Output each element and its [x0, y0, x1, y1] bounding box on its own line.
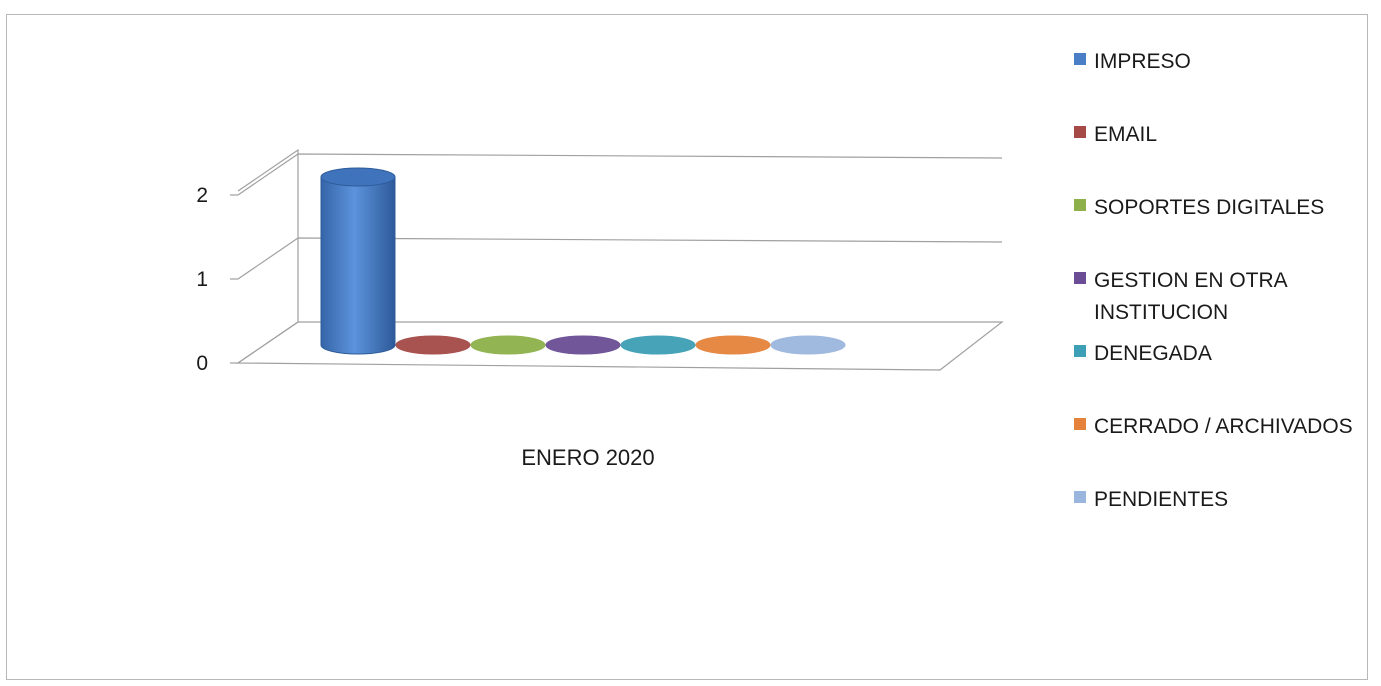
gridline	[237, 153, 1003, 196]
y-tick-label: 0	[196, 352, 208, 375]
legend-swatch	[1074, 53, 1086, 65]
x-axis-categories: ENERO 2020	[521, 445, 654, 470]
bar-denegada	[620, 335, 696, 355]
bar-cerrado-archivados	[695, 335, 771, 355]
bar-pendientes	[770, 335, 846, 355]
category-label: ENERO 2020	[521, 445, 654, 470]
legend-swatch	[1074, 345, 1086, 357]
legend-swatch	[1074, 199, 1086, 211]
bar-email	[395, 335, 471, 355]
bar-impreso	[320, 167, 396, 355]
legend-swatch	[1074, 418, 1086, 430]
gridlines	[237, 153, 1003, 280]
legend: IMPRESO EMAIL SOPORTES DIGITALES GESTION EN…	[1074, 50, 1353, 511]
legend-label: PENDIENTES	[1094, 488, 1228, 511]
legend-item: CERRADO / ARCHIVADOS	[1074, 415, 1353, 438]
legend-item: EMAIL	[1074, 123, 1157, 146]
floor	[236, 321, 1004, 371]
legend-label: DENEGADA	[1094, 342, 1212, 365]
legend-label: EMAIL	[1094, 123, 1157, 146]
legend-swatch	[1074, 491, 1086, 503]
legend-label: IMPRESO	[1094, 50, 1191, 73]
legend-swatch	[1074, 126, 1086, 138]
y-tick-label: 1	[196, 268, 208, 291]
legend-item: SOPORTES DIGITALES	[1074, 196, 1324, 219]
legend-label: GESTION EN OTRA INSTITUCION	[1094, 269, 1288, 324]
bar-soportes-digitales	[470, 335, 546, 355]
legend-swatch	[1074, 272, 1086, 284]
legend-item: PENDIENTES	[1074, 488, 1228, 511]
bars	[320, 167, 846, 355]
y-axis-ticks: 0 1 2	[196, 184, 238, 375]
legend-label: CERRADO / ARCHIVADOS	[1094, 415, 1353, 438]
y-tick-label: 2	[196, 184, 208, 207]
chart-walls	[236, 148, 1004, 371]
left-wall	[237, 148, 299, 364]
gridline	[237, 237, 1003, 280]
legend-label: SOPORTES DIGITALES	[1094, 196, 1324, 219]
legend-item: DENEGADA	[1074, 342, 1212, 365]
bar-gestion-en-otra-institucion	[545, 335, 621, 355]
legend-item: GESTION EN OTRA INSTITUCION	[1074, 269, 1288, 324]
legend-item: IMPRESO	[1074, 50, 1191, 73]
